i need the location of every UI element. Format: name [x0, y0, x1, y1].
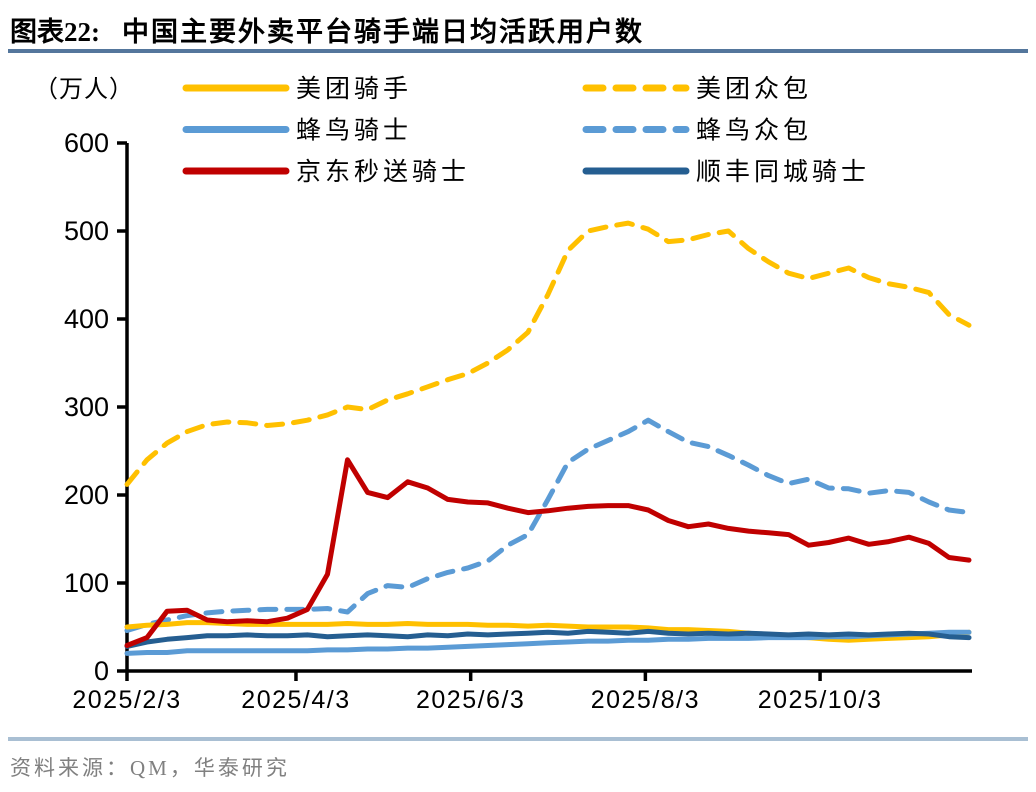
series-line-美团骑手: [124, 620, 972, 643]
y-tick-label: 500: [64, 216, 109, 246]
series-line-京东秒送骑士: [124, 457, 972, 648]
y-tick-label: 600: [64, 128, 109, 158]
x-tick-label: 2025/6/3: [416, 686, 525, 714]
y-tick-label: 0: [94, 656, 109, 686]
legend-label-蜂鸟众包: 蜂鸟众包: [696, 117, 812, 145]
source-note: 资料来源：QM，华泰研究: [10, 756, 290, 780]
header-divider: [8, 49, 1028, 53]
legend-label-蜂鸟骑士: 蜂鸟骑士: [296, 117, 412, 145]
y-axis-unit-label: （万人）: [34, 77, 134, 103]
y-tick-label: 300: [64, 392, 109, 422]
y-tick-label: 200: [64, 480, 109, 510]
legend-label-美团众包: 美团众包: [696, 75, 812, 103]
figure-number: 图表22:: [10, 17, 100, 47]
x-tick-label: 2025/10/3: [758, 686, 883, 714]
x-tick-label: 2025/2/3: [72, 686, 181, 714]
legend-label-顺丰同城骑士: 顺丰同城骑士: [696, 158, 870, 186]
page-title: 中国主要外卖平台骑手端日均活跃用户数: [122, 17, 644, 47]
x-tick-label: 2025/4/3: [241, 686, 350, 714]
series-line-美团众包: [124, 220, 972, 487]
y-tick-label: 400: [64, 304, 109, 334]
figure-header: 图表22: 中国主要外卖平台骑手端日均活跃用户数: [10, 10, 1026, 49]
series-line-顺丰同城骑士: [124, 628, 972, 649]
x-tick-label: 2025/8/3: [591, 686, 700, 714]
series-line-蜂鸟众包: [124, 417, 972, 633]
legend-label-京东秒送骑士: 京东秒送骑士: [296, 158, 470, 186]
footer-divider: [8, 737, 1028, 741]
legend-label-美团骑手: 美团骑手: [296, 75, 412, 103]
y-tick-label: 100: [64, 568, 109, 598]
